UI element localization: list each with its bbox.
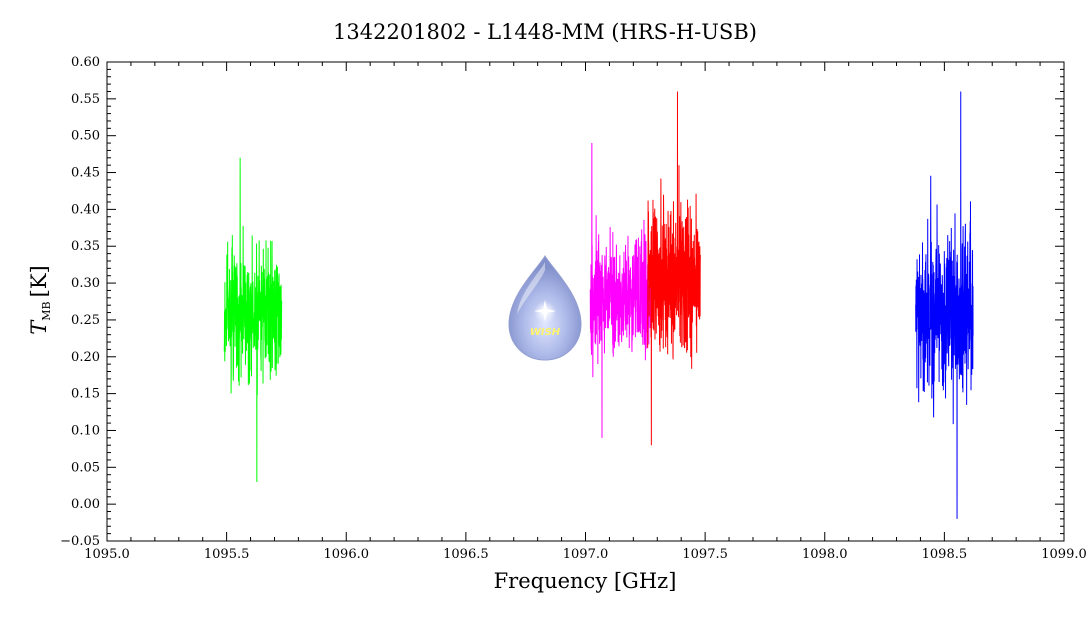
y-tick-label: 0.30 [71, 276, 100, 291]
y-tick-label: 0.50 [71, 129, 100, 144]
x-tick-label: 1095.5 [204, 547, 250, 562]
y-axis-symbol: T [27, 319, 51, 335]
y-tick-label: 0.60 [71, 55, 100, 70]
series-line-1 [223, 157, 283, 483]
x-tick-label: 1096.5 [443, 547, 489, 562]
y-tick-label: 0.45 [71, 166, 100, 181]
x-axis-label: Frequency [GHz] [494, 569, 677, 593]
y-tick-label: 0.15 [71, 387, 100, 402]
x-tick-label: 1099.0 [1041, 547, 1087, 562]
series-layer [223, 91, 974, 519]
y-axis-subscript: MB [40, 301, 53, 320]
y-tick-label: 0.35 [71, 239, 100, 254]
y-tick-label: −0.05 [60, 534, 100, 549]
series-line-2 [589, 143, 651, 438]
y-tick-label: 0.10 [71, 423, 100, 438]
x-tick-label: 1097.0 [563, 547, 609, 562]
y-tick-label: 0.05 [71, 460, 100, 475]
y-axis-label: TMB [K] [27, 265, 53, 334]
ticks-layer: 1095.0 1095.5 1096.0 1096.5 1097.0 1097.5 1098… [60, 55, 1087, 562]
series-line-3 [647, 91, 701, 446]
wish-logo-text: WISH [530, 327, 561, 338]
series-line-4 [915, 91, 974, 519]
x-tick-label: 1098.0 [802, 547, 848, 562]
y-axis-unit: [K] [27, 265, 51, 297]
y-tick-label: 0.25 [71, 313, 100, 328]
wish-droplet-icon: WISH [508, 255, 582, 361]
x-tick-label: 1097.5 [682, 547, 728, 562]
y-tick-label: 0.40 [71, 202, 100, 217]
x-tick-label: 1095.0 [84, 547, 130, 562]
y-tick-label: 0.55 [71, 92, 100, 107]
chart-title: 1342201802 - L1448-MM (HRS-H-USB) [333, 20, 757, 44]
y-tick-label: 0.00 [71, 497, 100, 512]
x-tick-label: 1096.0 [324, 547, 370, 562]
x-tick-label: 1098.5 [922, 547, 968, 562]
y-tick-label: 0.20 [71, 350, 100, 365]
